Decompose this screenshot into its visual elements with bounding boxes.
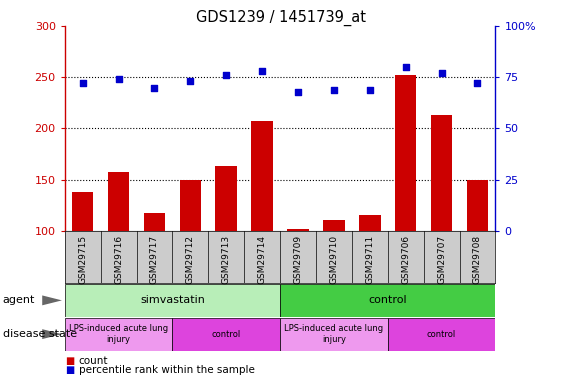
- Bar: [65, 318, 172, 351]
- Text: GSM29708: GSM29708: [473, 235, 482, 284]
- Text: GSM29709: GSM29709: [293, 235, 302, 284]
- Point: [293, 88, 302, 94]
- Text: GSM29712: GSM29712: [186, 235, 195, 284]
- Text: ■: ■: [65, 356, 74, 366]
- Text: GSM29707: GSM29707: [437, 235, 446, 284]
- Bar: [395, 75, 417, 333]
- Point: [329, 87, 338, 93]
- Text: GSM29717: GSM29717: [150, 235, 159, 284]
- Point: [186, 78, 195, 84]
- Bar: [144, 213, 166, 333]
- Bar: [323, 220, 345, 333]
- Point: [114, 76, 123, 82]
- Text: LPS-induced acute lung
injury: LPS-induced acute lung injury: [69, 324, 168, 344]
- Bar: [467, 180, 488, 333]
- Text: agent: agent: [3, 296, 35, 305]
- Bar: [280, 318, 388, 351]
- Bar: [280, 284, 495, 317]
- Point: [78, 81, 87, 87]
- Text: GSM29715: GSM29715: [78, 235, 87, 284]
- Bar: [72, 192, 93, 333]
- Text: percentile rank within the sample: percentile rank within the sample: [79, 365, 254, 375]
- Bar: [180, 180, 201, 333]
- Text: ■: ■: [65, 365, 74, 375]
- Bar: [431, 115, 452, 333]
- Text: GSM29710: GSM29710: [329, 235, 338, 284]
- Text: simvastatin: simvastatin: [140, 296, 205, 305]
- Text: GSM29716: GSM29716: [114, 235, 123, 284]
- Point: [150, 85, 159, 91]
- Text: GSM29711: GSM29711: [365, 235, 374, 284]
- Text: disease state: disease state: [3, 329, 77, 339]
- Polygon shape: [42, 296, 62, 305]
- Point: [473, 81, 482, 87]
- Point: [258, 68, 267, 74]
- Bar: [359, 215, 381, 333]
- Bar: [287, 229, 309, 333]
- Point: [365, 87, 374, 93]
- Text: GSM29706: GSM29706: [401, 235, 410, 284]
- Text: GSM29714: GSM29714: [258, 235, 267, 284]
- Bar: [172, 318, 280, 351]
- Text: control: control: [368, 296, 407, 305]
- Bar: [251, 121, 273, 333]
- Point: [222, 72, 231, 78]
- Point: [401, 64, 410, 70]
- Text: control: control: [212, 330, 241, 339]
- Text: control: control: [427, 330, 456, 339]
- Text: count: count: [79, 356, 108, 366]
- Polygon shape: [42, 329, 62, 339]
- Text: GDS1239 / 1451739_at: GDS1239 / 1451739_at: [196, 9, 367, 26]
- Text: GSM29713: GSM29713: [222, 235, 231, 284]
- Bar: [216, 166, 237, 333]
- Bar: [108, 172, 129, 333]
- Point: [437, 70, 446, 76]
- Bar: [388, 318, 495, 351]
- Bar: [65, 284, 280, 317]
- Text: LPS-induced acute lung
injury: LPS-induced acute lung injury: [284, 324, 383, 344]
